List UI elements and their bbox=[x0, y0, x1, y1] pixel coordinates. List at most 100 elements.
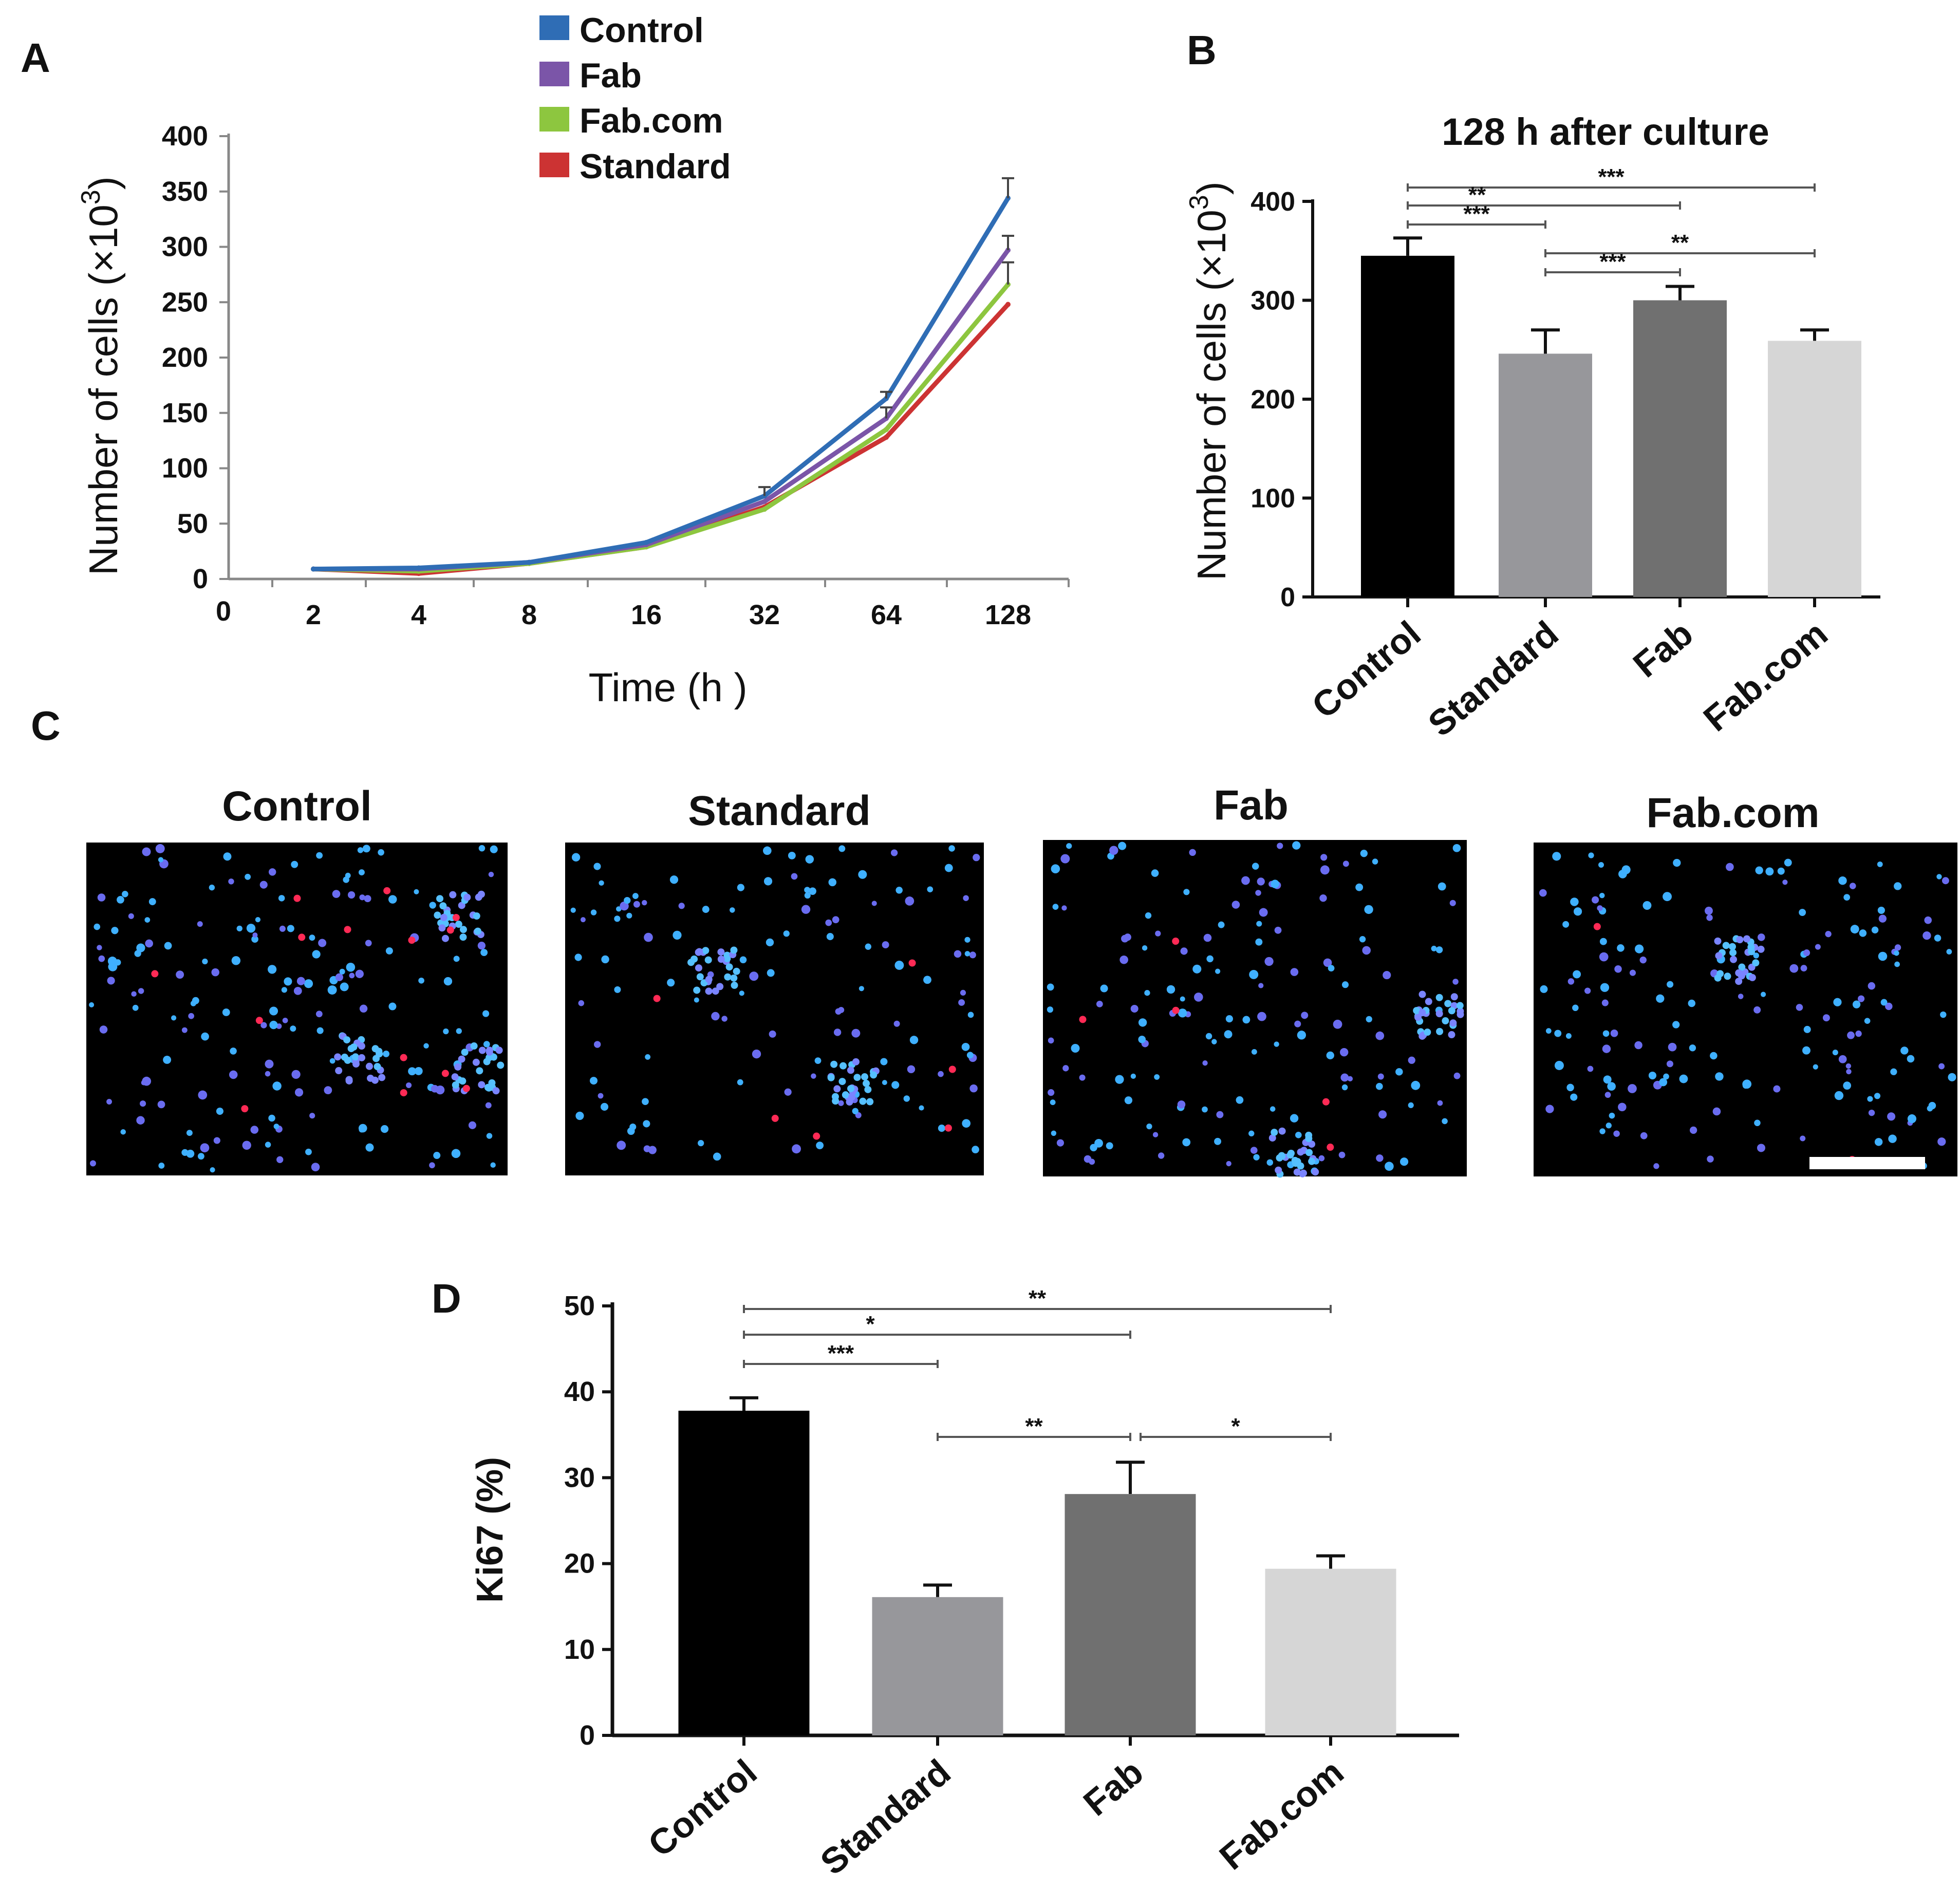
nucleus-dot bbox=[383, 1050, 390, 1057]
cluster-dot bbox=[724, 973, 732, 981]
nucleus-dot bbox=[222, 1008, 230, 1016]
nucleus-dot bbox=[1089, 1158, 1095, 1165]
nucleus-dot bbox=[97, 893, 106, 902]
nucleus-dot bbox=[480, 949, 488, 957]
nucleus-dot bbox=[145, 939, 154, 948]
nucleus-dot bbox=[792, 1144, 801, 1154]
nucleus-dot bbox=[1152, 1132, 1159, 1137]
nucleus-dot bbox=[332, 890, 341, 898]
nucleus-dot bbox=[1271, 880, 1279, 888]
cluster-dot bbox=[733, 967, 740, 975]
nucleus-dot bbox=[1340, 1048, 1349, 1057]
panel-a-line-chart: A Control Fab Fab.com Standard Number of… bbox=[21, 11, 1070, 710]
y-tick-label: 0 bbox=[1280, 583, 1295, 612]
legend-swatch-fab bbox=[539, 62, 569, 86]
nucleus-dot bbox=[1216, 1111, 1224, 1118]
nucleus-dot bbox=[132, 1004, 139, 1011]
nucleus-dot bbox=[1347, 1076, 1353, 1082]
nucleus-dot bbox=[644, 932, 653, 942]
nucleus-dot bbox=[919, 1105, 924, 1111]
nucleus-dot bbox=[1399, 1157, 1409, 1166]
cluster-dot bbox=[375, 1048, 383, 1055]
nucleus-dot bbox=[429, 1162, 435, 1169]
nucleus-dot bbox=[825, 919, 832, 926]
x-tick-label: 4 bbox=[411, 600, 426, 630]
nucleus-dot bbox=[200, 1143, 210, 1153]
nucleus-dot bbox=[216, 1107, 223, 1115]
nucleus-dot bbox=[1599, 1128, 1606, 1134]
nucleus-dot bbox=[231, 956, 241, 965]
nucleus-dot bbox=[1241, 876, 1250, 885]
nucleus-dot bbox=[1705, 906, 1713, 915]
series-lines-a bbox=[311, 177, 1014, 576]
series-line-standard bbox=[313, 303, 1010, 576]
y-tick-label: 100 bbox=[162, 453, 208, 484]
cluster-dot bbox=[1738, 963, 1746, 971]
y-tick-label: 50 bbox=[177, 508, 208, 539]
nucleus-dot bbox=[1048, 1037, 1054, 1044]
legend-swatch-standard bbox=[539, 153, 569, 177]
nucleus-dot bbox=[1726, 863, 1734, 871]
cluster-dot bbox=[473, 912, 480, 920]
significance-label: *** bbox=[828, 1341, 854, 1366]
nucleus-dot bbox=[1880, 999, 1888, 1006]
nucleus-dot bbox=[1364, 905, 1373, 914]
nucleus-dot bbox=[265, 1142, 271, 1148]
nucleus-dot bbox=[490, 845, 498, 853]
nucleus-dot bbox=[882, 941, 889, 949]
nucleus-dot bbox=[107, 957, 117, 966]
nucleus-dot bbox=[268, 868, 276, 876]
nucleus-dot bbox=[1249, 969, 1259, 979]
nucleus-dot bbox=[279, 925, 286, 932]
nucleus-dot bbox=[1338, 1151, 1346, 1158]
nucleus-dot bbox=[1144, 990, 1150, 996]
bar-control bbox=[678, 1410, 810, 1735]
nucleus-dot bbox=[614, 915, 621, 922]
nucleus-dot bbox=[89, 1002, 95, 1007]
nucleus-dot bbox=[1231, 901, 1240, 909]
nucleus-dot bbox=[739, 990, 744, 996]
cluster-dot bbox=[461, 1049, 469, 1056]
nucleus-dot bbox=[1062, 1065, 1069, 1072]
y-tick-label: 200 bbox=[162, 342, 208, 373]
cluster-dot bbox=[1748, 974, 1756, 981]
cluster-dot bbox=[1747, 943, 1755, 951]
nucleus-dot bbox=[909, 1036, 919, 1044]
cluster-dot bbox=[495, 1046, 503, 1054]
nucleus-dot bbox=[1838, 1055, 1847, 1063]
nucleus-dot bbox=[838, 1100, 844, 1106]
y-ticks-a: 0 50 100 150 200 250 300 350 400 bbox=[162, 121, 229, 594]
significance-label: ** bbox=[1029, 1286, 1047, 1311]
nucleus-dot bbox=[1056, 1139, 1065, 1147]
nucleus-dot bbox=[1253, 1154, 1260, 1161]
nucleus-dot bbox=[1867, 1096, 1873, 1102]
panel-b-bar-chart: B 128 h after culture Number of cells (×… bbox=[1184, 27, 1880, 744]
nucleus-dot bbox=[1894, 882, 1902, 890]
nucleus-dot bbox=[197, 921, 203, 927]
bars-d bbox=[678, 1396, 1396, 1735]
nucleus-dot bbox=[1297, 1031, 1306, 1040]
nucleus-dot bbox=[1614, 965, 1622, 973]
cluster-dot bbox=[1418, 1009, 1426, 1017]
cluster-dot bbox=[1414, 1014, 1422, 1021]
nucleus-dot bbox=[801, 905, 811, 914]
nucleus-dot bbox=[1656, 994, 1665, 1003]
nucleus-dot bbox=[1274, 926, 1282, 934]
nucleus-dot bbox=[711, 1012, 720, 1021]
nucleus-dot bbox=[667, 979, 675, 987]
nucleus-dot bbox=[94, 923, 101, 930]
nucleus-dot bbox=[1378, 1110, 1387, 1119]
nucleus-dot bbox=[593, 863, 601, 870]
nucleus-dot bbox=[349, 972, 355, 979]
nucleus-dot bbox=[1051, 864, 1060, 874]
nucleus-dot bbox=[1878, 914, 1887, 923]
nucleus-dot bbox=[1659, 1078, 1668, 1087]
nucleus-dot bbox=[570, 907, 576, 913]
nucleus-dot bbox=[294, 1088, 304, 1097]
nucleus-dot bbox=[335, 973, 343, 981]
nucleus-dot bbox=[202, 958, 208, 965]
nucleus-dot bbox=[490, 1162, 496, 1168]
nucleus-dot bbox=[1320, 865, 1330, 875]
cluster-dot bbox=[345, 1077, 353, 1084]
